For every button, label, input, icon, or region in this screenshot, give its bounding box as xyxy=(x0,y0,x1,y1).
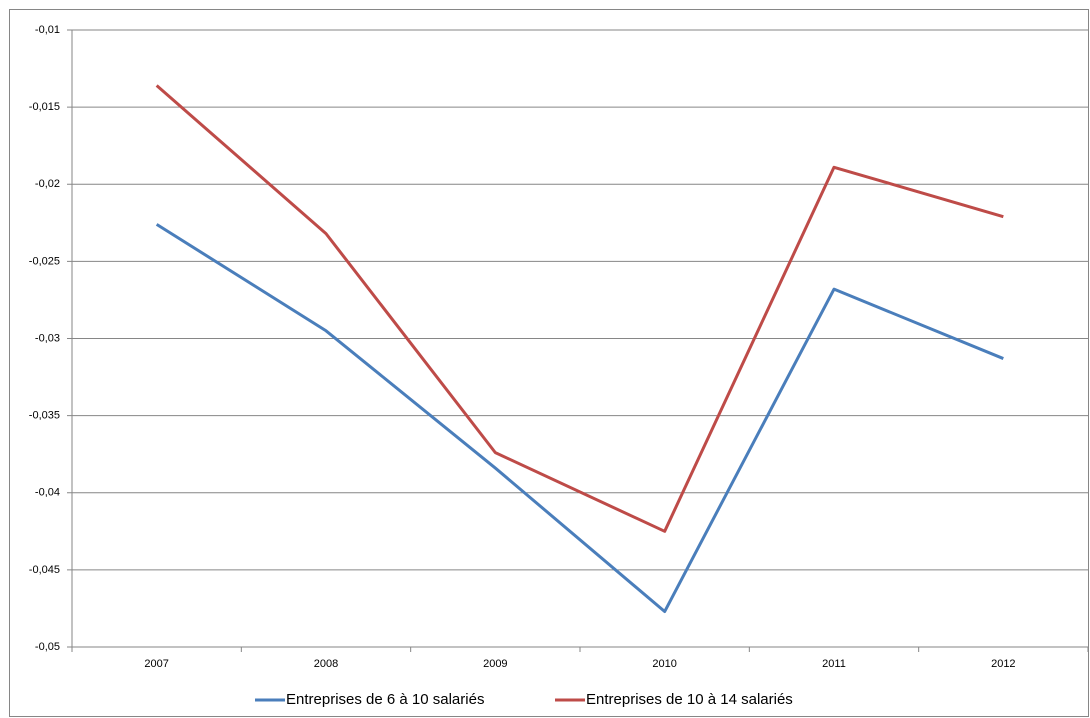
x-tick-label: 2008 xyxy=(314,658,338,670)
legend-label: Entreprises de 6 à 10 salariés xyxy=(286,691,484,708)
x-tick-label: 2010 xyxy=(652,658,676,670)
x-tick-label: 2007 xyxy=(144,658,168,670)
y-tick-label: -0,015 xyxy=(29,101,60,113)
y-tick-label: -0,025 xyxy=(29,255,60,267)
y-tick-label: -0,03 xyxy=(35,332,60,344)
y-tick-label: -0,02 xyxy=(35,178,60,190)
x-tick-label: 2012 xyxy=(991,658,1015,670)
y-tick-label: -0,01 xyxy=(35,24,60,36)
y-tick-label: -0,035 xyxy=(29,410,60,422)
y-tick-label: -0,045 xyxy=(29,564,60,576)
series-line xyxy=(155,223,1004,614)
y-tick-label: -0,05 xyxy=(35,641,60,653)
chart-frame xyxy=(9,9,1089,717)
legend-label: Entreprises de 10 à 14 salariés xyxy=(586,691,793,708)
y-tick-label: -0,04 xyxy=(35,487,60,499)
series-line xyxy=(155,84,1004,533)
x-tick-label: 2009 xyxy=(483,658,507,670)
x-tick-label: 2011 xyxy=(822,658,846,670)
